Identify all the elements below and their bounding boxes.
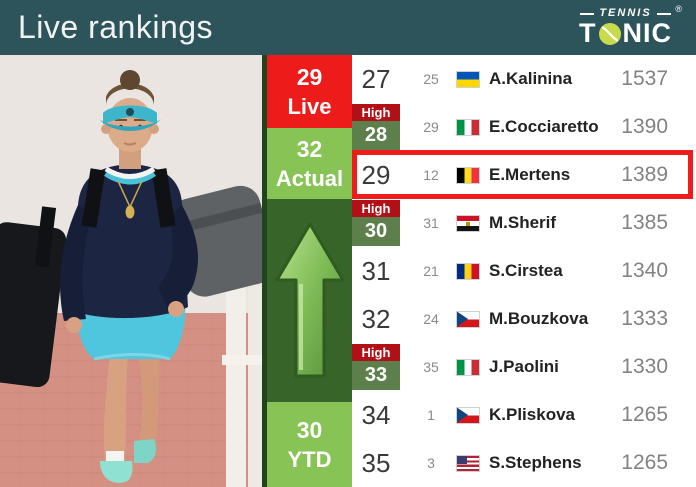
- player-name[interactable]: E.Cocciaretto: [489, 117, 599, 136]
- logo-nic-letters: NIC: [622, 18, 672, 48]
- player-name[interactable]: E.Mertens: [489, 165, 571, 184]
- player-name[interactable]: M.Sherif: [489, 213, 557, 232]
- career-high-badge: High 28: [352, 104, 400, 150]
- trend-block: [267, 199, 352, 402]
- player-name[interactable]: K.Pliskova: [489, 405, 575, 424]
- country-flag-czech-icon: [457, 407, 479, 423]
- ranking-row-e-mertens[interactable]: 29 12 E.Mertens 1389: [352, 150, 696, 199]
- country-flag-ukraine-icon: [457, 71, 479, 87]
- ranking-summary-column: 29 Live 32 Actual 30 YTD: [262, 55, 352, 487]
- logo-tennis-text: TENNIS: [599, 7, 652, 19]
- points-value: 1333: [621, 307, 668, 330]
- country-flag-egypt-icon: [457, 215, 479, 231]
- actual-rank-value: 32: [296, 135, 323, 162]
- career-high-badge: High 30: [352, 200, 400, 246]
- ranking-row-k-pliskova[interactable]: 34 1 K.Pliskova 1265: [352, 391, 696, 439]
- rank-value: 27: [361, 63, 391, 94]
- tennis-tonic-logo: TENNIS T NIC ®: [579, 4, 682, 47]
- previous-rank-value: 35: [423, 359, 439, 375]
- actual-rank-block: 32 Actual: [267, 128, 352, 199]
- live-rank-block: 29 Live: [267, 55, 352, 128]
- photo-black-bag: [0, 206, 67, 388]
- logo-right-bar: [656, 12, 671, 15]
- rank-value: 34: [361, 399, 391, 430]
- career-high-label: High: [352, 104, 400, 121]
- player-photo: [0, 55, 262, 487]
- country-flag-romania-icon: [457, 263, 479, 279]
- photo-player: [60, 70, 198, 483]
- live-rank-label: Live: [287, 93, 332, 119]
- previous-rank-value: 21: [423, 263, 439, 279]
- previous-rank-value: 24: [423, 311, 439, 327]
- actual-rank-label: Actual: [275, 165, 344, 191]
- ytd-rank-block: 30 YTD: [267, 402, 352, 487]
- logo-word-tonic: T NIC: [579, 20, 672, 47]
- ranking-row-e-cocciaretto[interactable]: High 28 29 E.Cocciaretto 1390: [352, 103, 696, 151]
- points-value: 1330: [621, 355, 668, 378]
- ranking-row-s-cirstea[interactable]: 31 21 S.Cirstea 1340: [352, 247, 696, 295]
- rank-value: 29: [361, 159, 391, 190]
- ranking-row-a-kalinina[interactable]: 27 25 A.Kalinina 1537: [352, 55, 696, 103]
- tennis-ball-icon: [598, 22, 622, 46]
- ytd-rank-value: 30: [296, 416, 323, 443]
- country-flag-czech-icon: [457, 311, 479, 327]
- rank-value: 30: [352, 217, 400, 246]
- rankings-table: 27 25 A.Kalinina 1537 High 28 29 E.Cocciaretto 1…: [352, 55, 696, 487]
- previous-rank-value: 31: [423, 215, 439, 231]
- country-flag-italy-icon: [457, 359, 479, 375]
- logo-left-bar: [580, 12, 595, 15]
- previous-rank-value: 12: [423, 167, 439, 183]
- previous-rank-value: 3: [427, 455, 435, 471]
- player-name[interactable]: M.Bouzkova: [489, 309, 589, 328]
- ranking-row-j-paolini[interactable]: High 33 35 J.Paolini 1330: [352, 343, 696, 391]
- points-value: 1537: [621, 67, 668, 90]
- points-value: 1390: [621, 115, 668, 138]
- points-value: 1340: [621, 259, 668, 282]
- photo-railing: [222, 263, 262, 487]
- points-value: 1385: [621, 211, 668, 234]
- previous-rank-value: 25: [423, 71, 439, 87]
- player-name[interactable]: J.Paolini: [489, 357, 559, 376]
- ytd-rank-label: YTD: [287, 446, 332, 472]
- live-rank-value: 29: [296, 63, 323, 90]
- page-title: Live rankings: [18, 9, 214, 45]
- up-arrow-icon: [275, 222, 344, 378]
- ranking-row-m-sherif[interactable]: High 30 31 M.Sherif 1385: [352, 199, 696, 247]
- rank-value: 32: [361, 303, 391, 334]
- previous-rank-value: 29: [423, 119, 439, 135]
- rank-value: 35: [361, 447, 391, 478]
- points-value: 1389: [621, 163, 668, 186]
- country-flag-usa-icon: [457, 455, 479, 471]
- points-value: 1265: [621, 451, 668, 474]
- points-value: 1265: [621, 403, 668, 426]
- registered-mark: ®: [675, 4, 682, 14]
- previous-rank-value: 1: [427, 407, 435, 423]
- logo-word-tennis: TENNIS: [580, 7, 671, 19]
- rank-value: 28: [352, 121, 400, 150]
- player-photo-illustration: [0, 55, 262, 487]
- career-high-badge: High 33: [352, 344, 400, 390]
- ranking-row-m-bouzkova[interactable]: 32 24 M.Bouzkova 1333: [352, 295, 696, 343]
- career-high-label: High: [352, 200, 400, 217]
- rank-value: 33: [352, 361, 400, 390]
- career-high-label: High: [352, 344, 400, 361]
- logo-t-letter: T: [579, 18, 597, 48]
- player-name[interactable]: S.Stephens: [489, 453, 582, 472]
- player-name[interactable]: A.Kalinina: [489, 69, 573, 88]
- rank-value: 31: [361, 255, 391, 286]
- country-flag-italy-icon: [457, 119, 479, 135]
- header-bar: Live rankings TENNIS T NIC ®: [0, 0, 696, 55]
- ranking-row-s-stephens[interactable]: 35 3 S.Stephens 1265: [352, 439, 696, 487]
- country-flag-belgium-icon: [457, 167, 479, 183]
- player-name[interactable]: S.Cirstea: [489, 261, 563, 280]
